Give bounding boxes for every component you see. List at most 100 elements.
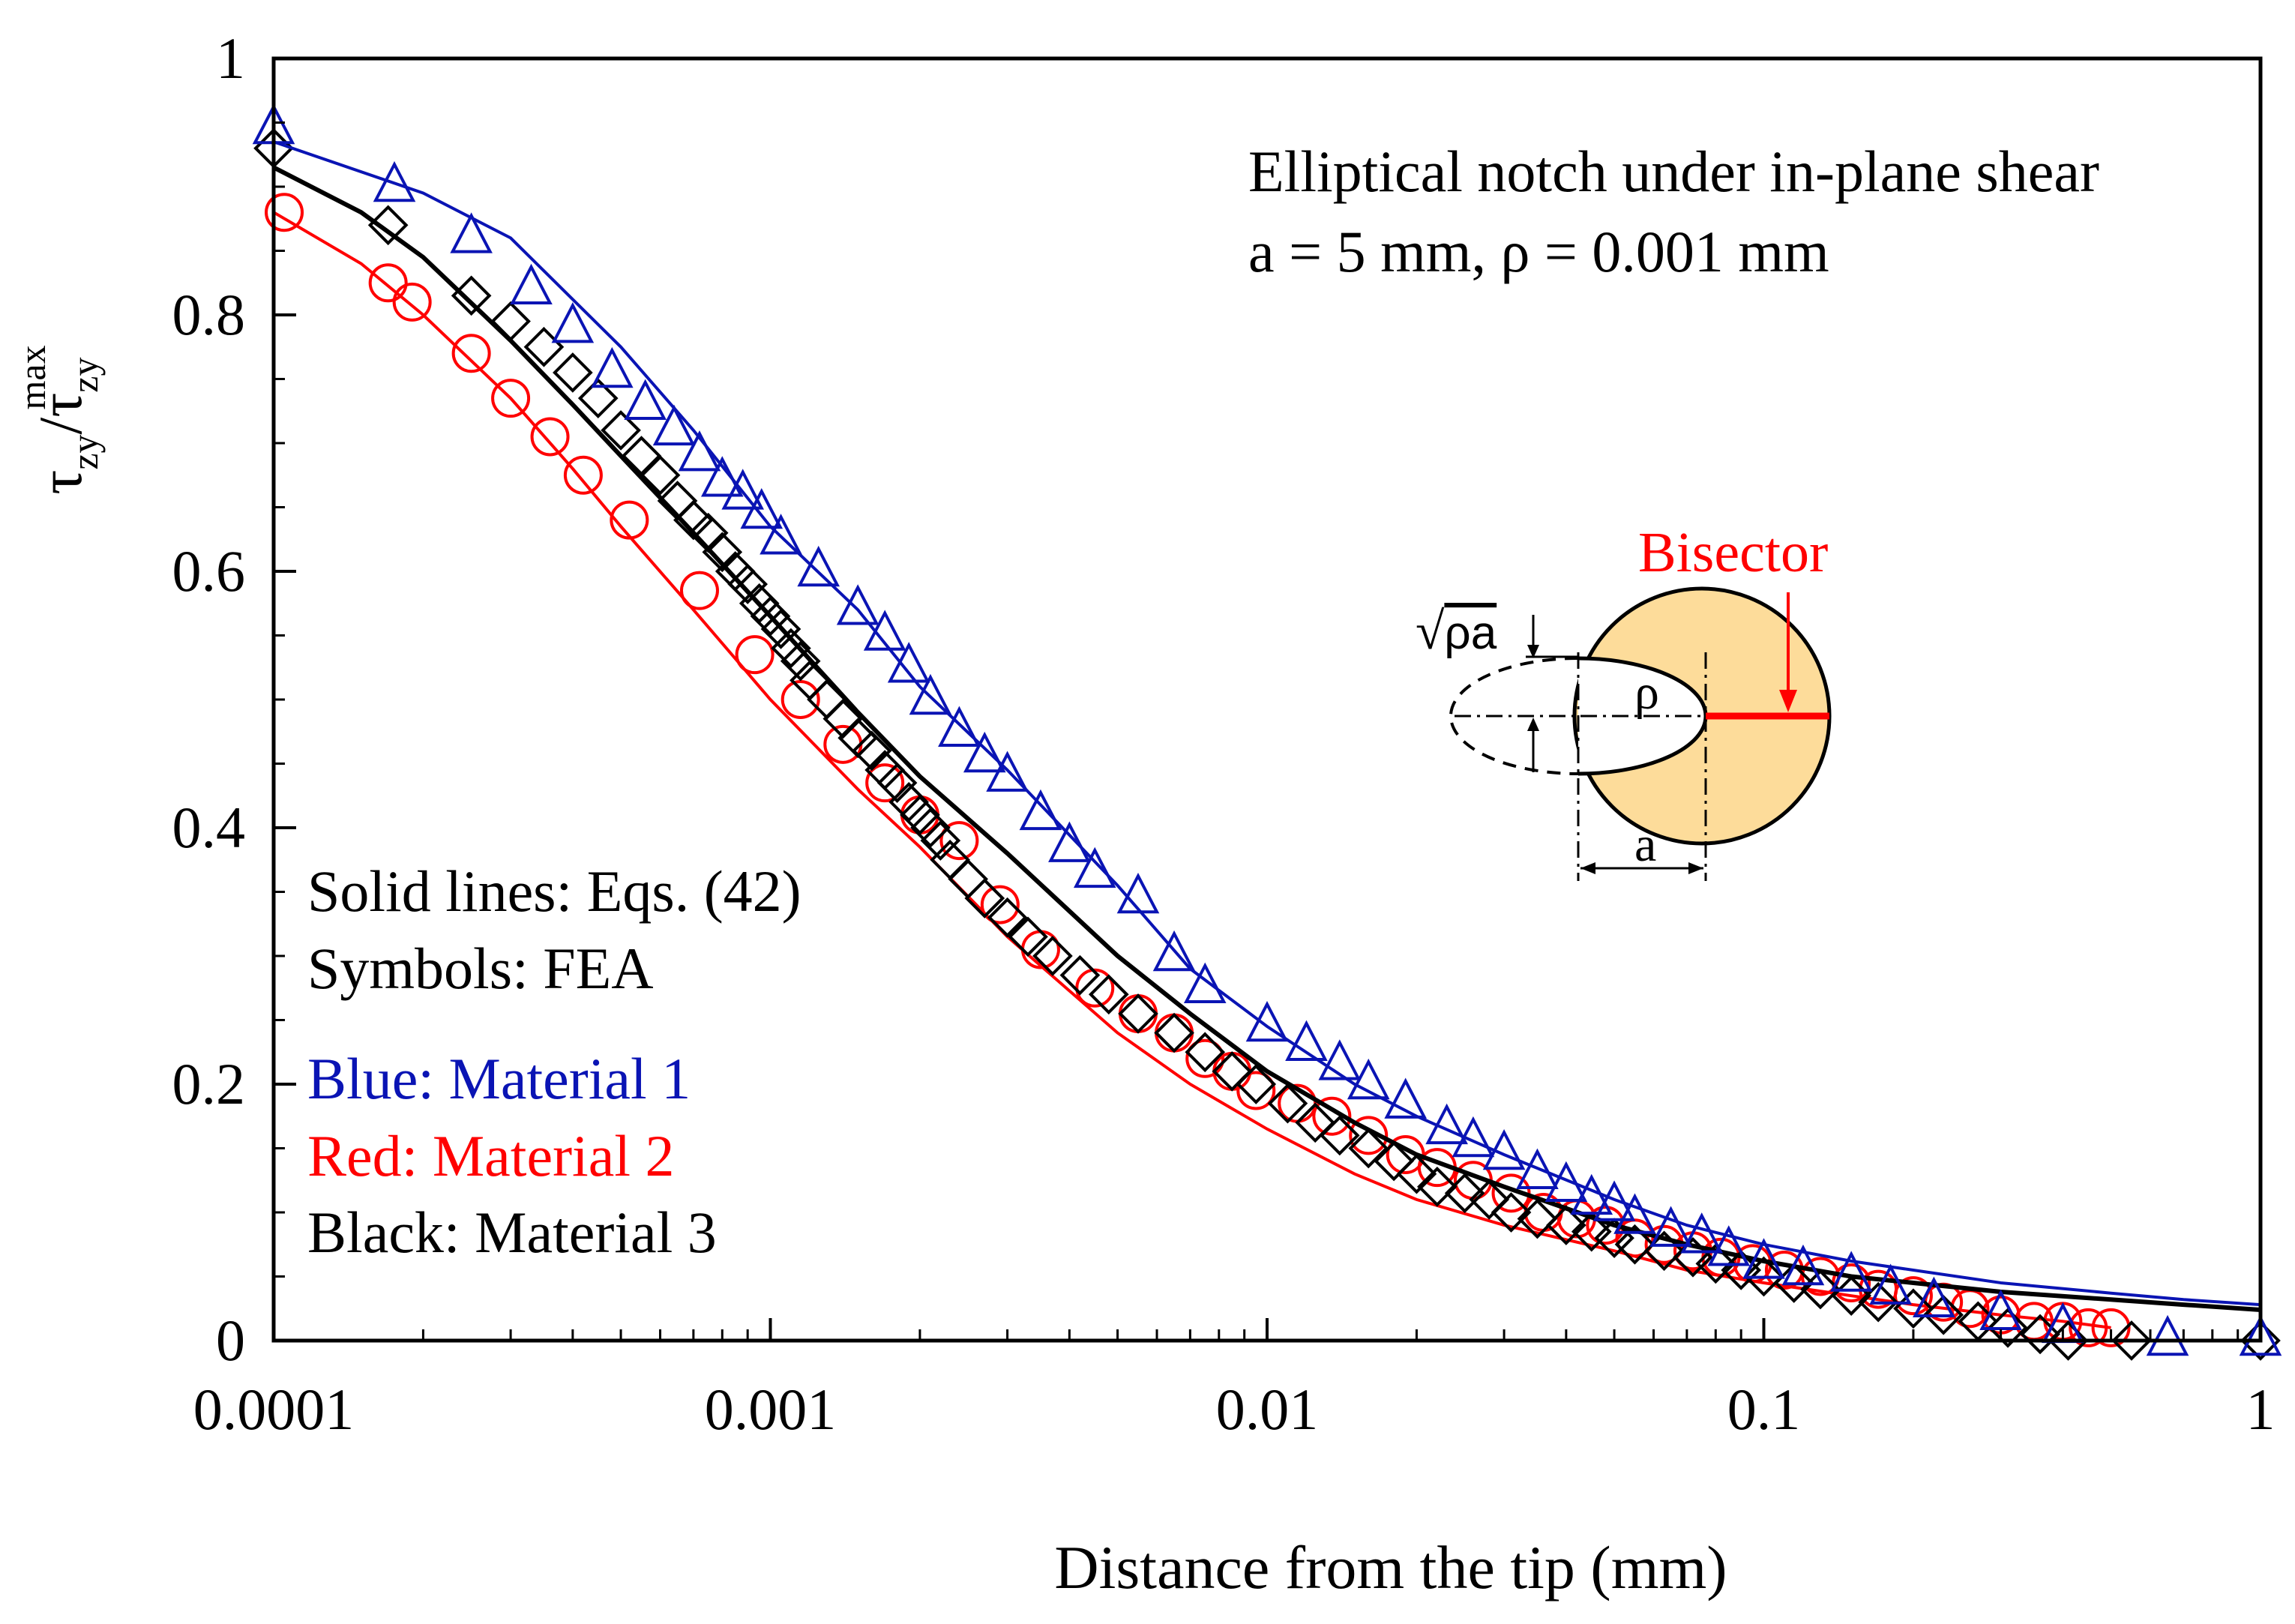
data-point-diamond [1469,1179,1510,1220]
data-point-triangle [1869,1263,1912,1305]
chart-title: Elliptical notch under in-plane shear [1248,139,2099,204]
data-point-diamond [1614,1224,1655,1265]
data-point-triangle [1592,1180,1636,1221]
inset-diagram: Bisector √ρa ρ a [1416,521,1832,881]
data-point-diamond [1212,1051,1253,1092]
x-tick-label: 0.0001 [193,1377,355,1442]
axes-layer: 0 0.2 0.4 0.6 0.8 1 0.0001 0.001 0.01 0.1 1 [172,25,2276,1442]
y-label-sup: max [11,345,53,409]
data-point-triangle [450,212,493,253]
data-point-diamond [1743,1256,1784,1297]
data-point-diamond [910,808,951,848]
x-tick-label: 0.01 [1216,1377,1319,1442]
data-point-circle [2091,1308,2131,1347]
data-point-triangle [1384,1077,1427,1119]
data-point-diamond [2111,1320,2152,1361]
data-point-diamond [688,512,729,553]
data-point-triangle [986,751,1029,792]
data-point-triangle [1570,1173,1613,1215]
data-point-triangle [1544,1161,1588,1203]
note-symbols: Symbols: FEA [307,936,654,1001]
data-point-diamond [1923,1294,1964,1335]
data-point-triangle [701,456,744,497]
data-point-triangle [1516,1148,1559,1189]
data-point-triangle [2146,1314,2189,1356]
data-point-diamond [1858,1281,1899,1323]
data-point-diamond [1374,1140,1414,1182]
data-point-diamond [1267,1083,1308,1124]
x-tick-label: 0.001 [705,1377,837,1442]
data-point-diamond [1032,936,1073,976]
y-label-sub-2: zy [64,357,106,392]
series-line [272,211,2111,1329]
data-point-diamond [1348,1128,1389,1169]
data-point-triangle [652,404,696,446]
data-point-diamond [1988,1308,2028,1348]
y-tick-label: 0 [216,1308,245,1373]
data-point-diamond [601,410,641,451]
inset-sqrt-label: √ρa [1416,603,1497,661]
data-point-circle [1185,1038,1225,1078]
data-point-triangle [1829,1251,1873,1292]
data-point-diamond [1236,1064,1277,1104]
data-point-triangle [1152,930,1196,972]
data-point-circle [780,680,820,719]
data-point-circle [939,821,979,861]
y-tick-label: 0.4 [172,795,246,860]
data-point-diamond [1319,1115,1360,1156]
data-point-diamond [987,897,1028,938]
data-point-triangle [510,263,553,305]
data-point-diamond [1118,993,1158,1034]
data-point-triangle [963,731,1006,773]
data-point-diamond [2048,1320,2089,1361]
y-label-sub: zy [64,434,106,469]
data-point-diamond [1154,1012,1194,1053]
data-point-diamond [1185,1032,1226,1073]
data-point-circle [265,193,304,232]
data-point-triangle [1019,789,1062,831]
data-point-triangle [938,706,981,747]
data-point-diamond [451,275,492,316]
data-point-triangle [1285,1020,1328,1061]
x-tick-label: 1 [2246,1377,2276,1442]
data-point-diamond [1008,916,1048,957]
data-point-circle [980,885,1020,924]
data-point-triangle [1707,1225,1751,1266]
y-tick-label: 0.8 [172,282,246,347]
series-line [272,165,2261,1312]
data-point-diamond [702,532,743,573]
data-point-triangle [1073,846,1116,888]
note-black-material: Black: Material 3 [307,1200,717,1265]
data-point-circle [1893,1276,1933,1316]
data-point-circle [735,635,774,675]
note-blue-material: Blue: Material 1 [307,1046,691,1111]
data-point-circle [1236,1071,1276,1110]
series-layer [252,103,2282,1361]
data-point-triangle [1482,1128,1526,1170]
data-point-circle [679,571,719,610]
data-point-triangle [909,673,952,715]
data-point-triangle [740,487,783,529]
data-point-circle [2069,1308,2108,1347]
plot-frame [271,56,2263,1343]
data-point-triangle [624,379,667,420]
data-point-triangle [1979,1289,2022,1331]
data-point-triangle [760,514,802,555]
data-point-diamond [1695,1243,1736,1284]
data-point-diamond [920,820,961,861]
y-tick-label: 0.6 [172,538,246,604]
data-point-circle [530,417,570,457]
data-point-triangle [1742,1238,1785,1279]
data-point-diamond [490,301,531,342]
data-point-circle [1312,1096,1352,1136]
svg-text:τzy/τzymax: τzy/τzymax [11,345,106,494]
data-point-circle [451,334,491,373]
y-label-tau-2: τ [26,393,94,418]
data-point-diamond [771,628,811,669]
data-point-diamond [1088,974,1129,1015]
data-point-diamond [1517,1198,1558,1239]
inset-bisector-arrowhead [1779,690,1797,712]
note-red-material: Red: Material 2 [307,1123,675,1188]
data-point-circle [563,455,603,495]
data-point-triangle [1913,1276,1955,1317]
